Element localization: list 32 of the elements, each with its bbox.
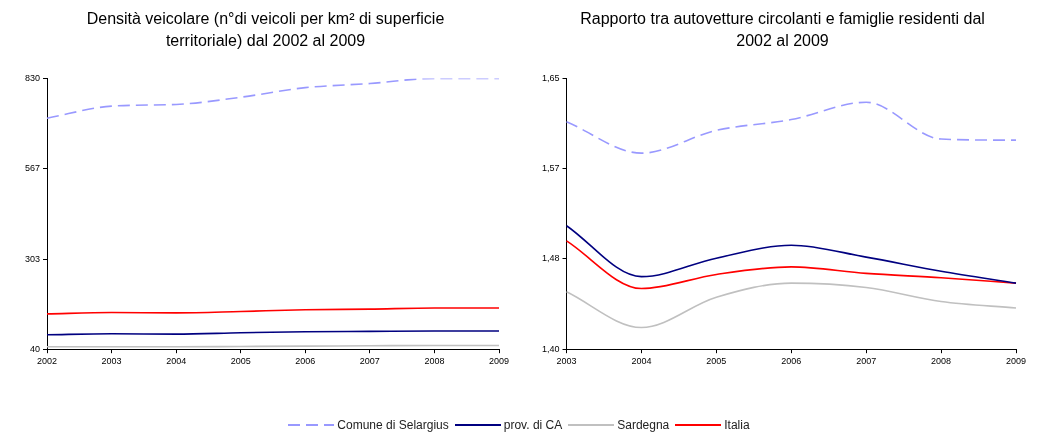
y-tick-label: 1,57 bbox=[541, 163, 560, 174]
x-tick-label: 2005 bbox=[706, 356, 727, 367]
chart-title: Densità veicolare (n°di veicoli per km² di superficie territoriale) dal 2002 al 2009 bbox=[85, 9, 446, 51]
y-tick-label: 1,40 bbox=[541, 343, 560, 354]
legend-label: Italia bbox=[724, 418, 750, 432]
x-tick-label: 2002 bbox=[37, 356, 58, 367]
x-tick-label: 2007 bbox=[856, 356, 877, 367]
x-tick-label: 2005 bbox=[230, 356, 251, 367]
x-tick-label: 2003 bbox=[556, 356, 577, 367]
y-tick-label: 40 bbox=[30, 343, 41, 354]
x-tick-label: 2009 bbox=[1005, 356, 1027, 367]
x-tick-label: 2006 bbox=[295, 356, 316, 367]
chart-title: Rapporto tra autovetture circolanti e famiglie residenti dal 2002 al 2009 bbox=[579, 9, 986, 51]
y-tick-label: 303 bbox=[24, 253, 41, 264]
x-tick-label: 2004 bbox=[631, 356, 652, 367]
x-tick-label: 2003 bbox=[101, 356, 122, 367]
x-tick-label: 2008 bbox=[931, 356, 952, 367]
x-tick-label: 2004 bbox=[166, 356, 187, 367]
legend-label: Sardegna bbox=[617, 418, 670, 432]
legend-label: prov. di CA bbox=[503, 418, 563, 432]
line-series bbox=[565, 224, 1017, 284]
y-tick-label: 567 bbox=[24, 163, 41, 174]
line-series bbox=[565, 101, 1017, 154]
x-tick-label: 2009 bbox=[488, 356, 510, 367]
x-tick-label: 2008 bbox=[424, 356, 445, 367]
y-tick-label: 1,48 bbox=[541, 253, 560, 264]
legend-label: Comune di Selargius bbox=[337, 418, 449, 432]
y-tick-label: 1,65 bbox=[541, 72, 560, 83]
x-tick-label: 2007 bbox=[359, 356, 380, 367]
line-series bbox=[565, 282, 1017, 329]
y-tick-label: 830 bbox=[24, 72, 41, 83]
x-tick-label: 2006 bbox=[781, 356, 802, 367]
